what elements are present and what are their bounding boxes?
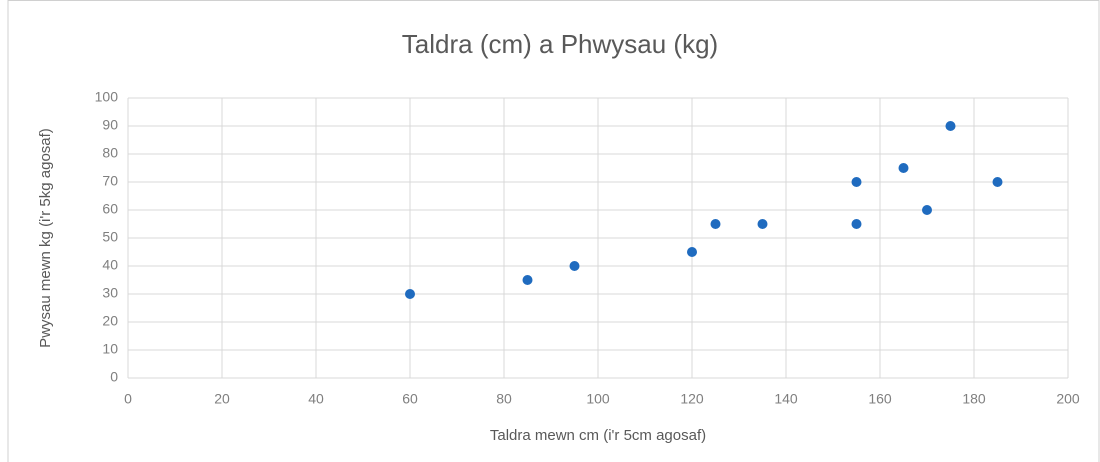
x-tick-label: 160 [868, 391, 892, 407]
x-tick-label: 80 [496, 391, 512, 407]
x-tick-label: 0 [124, 391, 132, 407]
data-point [945, 121, 956, 131]
y-axis-title: Pwysau mewn kg (i'r 5kg agosaf) [37, 128, 54, 348]
data-point [569, 261, 580, 271]
data-point [757, 219, 768, 229]
data-point [898, 163, 909, 173]
x-tick-label: 120 [680, 391, 704, 407]
y-tick-label: 60 [102, 201, 118, 217]
data-point [992, 177, 1003, 187]
data-point [522, 275, 533, 285]
chart-title: Taldra (cm) a Phwysau (kg) [402, 29, 718, 59]
y-tick-label: 100 [95, 89, 119, 105]
y-tick-label: 20 [102, 313, 118, 329]
data-point [405, 289, 415, 299]
data-point [710, 219, 721, 229]
x-tick-label: 140 [774, 391, 798, 407]
x-tick-label: 180 [962, 391, 986, 407]
y-tick-label: 40 [102, 257, 118, 273]
y-tick-label: 10 [102, 341, 118, 357]
y-tick-label: 50 [102, 229, 118, 245]
x-tick-label: 60 [402, 391, 418, 407]
y-tick-label: 90 [102, 117, 118, 133]
data-point [851, 177, 862, 187]
y-tick-label: 30 [102, 285, 118, 301]
data-point [851, 219, 862, 229]
chart-frame [7, 0, 1100, 462]
y-tick-label: 0 [110, 369, 118, 385]
data-point [687, 247, 697, 257]
x-tick-label: 200 [1056, 391, 1080, 407]
x-axis-title: Taldra mewn cm (i'r 5cm agosaf) [490, 427, 706, 444]
x-tick-label: 40 [308, 391, 324, 407]
x-tick-label: 100 [586, 391, 610, 407]
y-tick-label: 80 [102, 145, 118, 161]
y-tick-label: 70 [102, 173, 118, 189]
x-tick-label: 20 [214, 391, 230, 407]
data-point [922, 205, 932, 215]
